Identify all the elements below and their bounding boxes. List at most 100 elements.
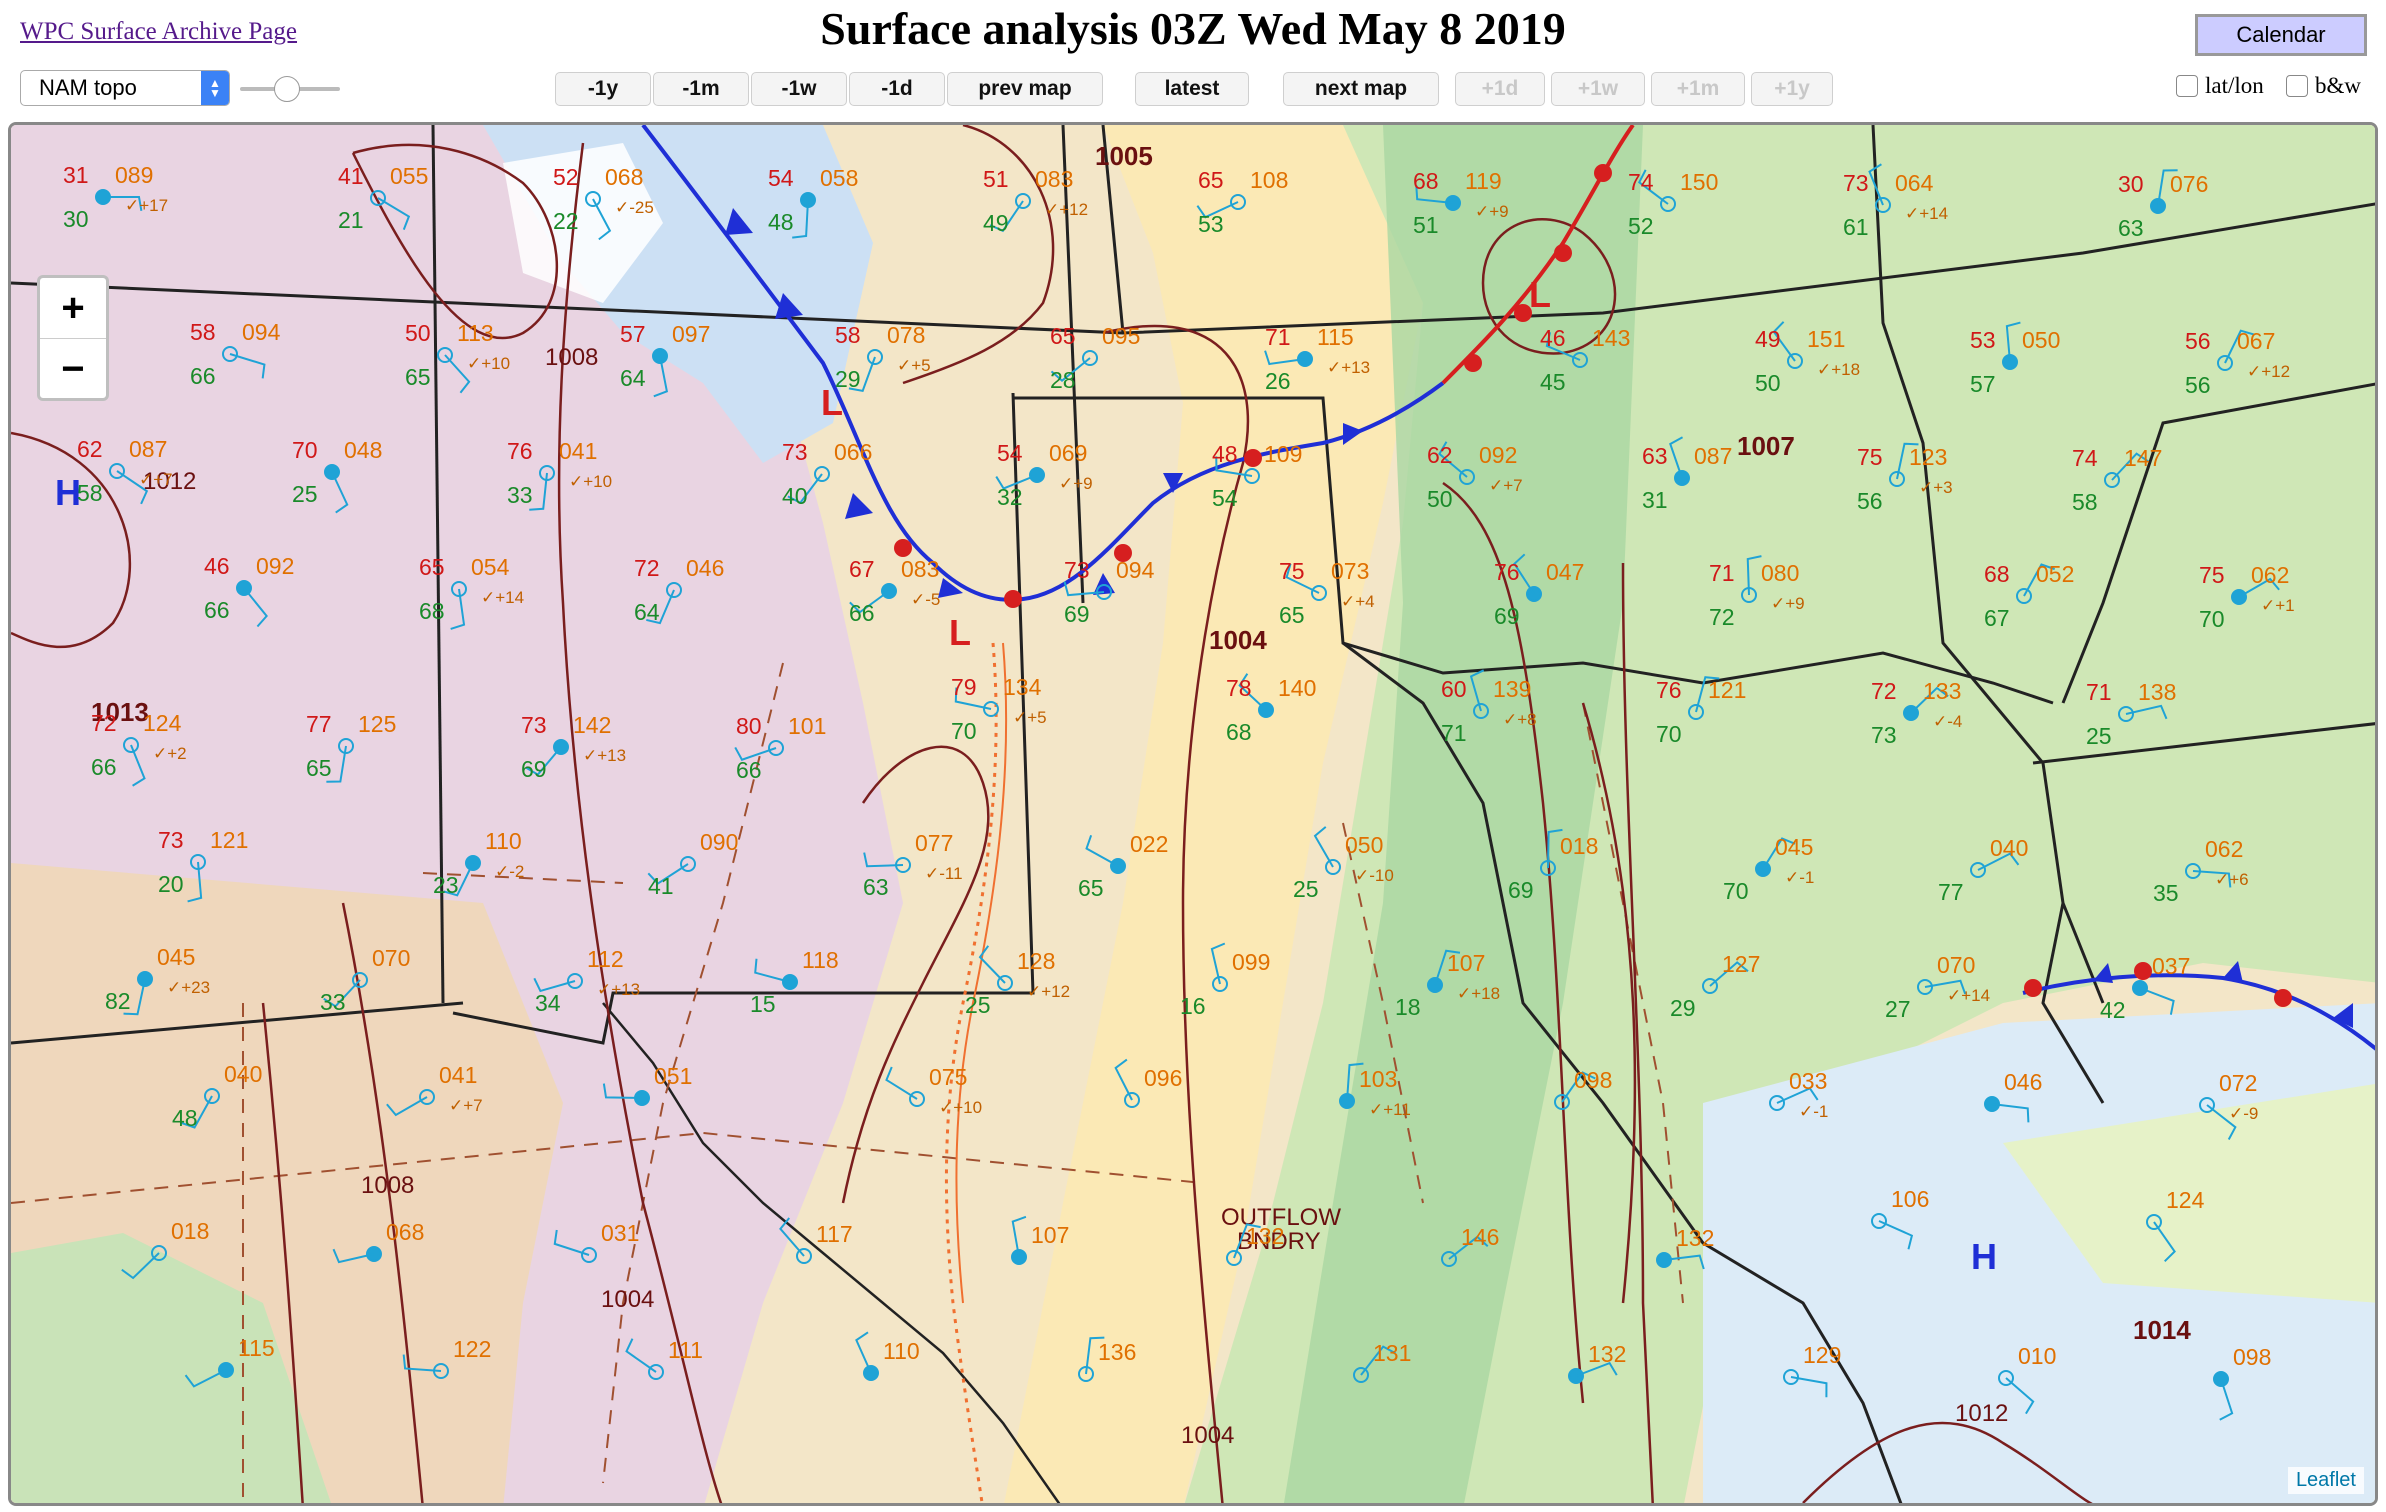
pressure-tendency: ✓+7 xyxy=(449,1096,483,1115)
wind-barb xyxy=(1215,456,1253,477)
station-circle xyxy=(2104,472,2120,488)
station-pressure: 115 xyxy=(238,1335,275,1361)
map-container[interactable]: 1005 1013 1004 1007 1014 1008 1012 1008 … xyxy=(8,122,2378,1506)
station-temperature: 73 xyxy=(782,439,808,465)
layer-select[interactable]: NAM topo ▲ ▼ xyxy=(20,70,230,106)
wind-barb xyxy=(243,587,268,628)
surface-map: 1005 1013 1004 1007 1014 1008 1012 1008 … xyxy=(11,125,2375,1503)
zoom-in-button[interactable]: + xyxy=(61,285,85,330)
slider-thumb[interactable] xyxy=(274,76,300,102)
station-pressure: 121 xyxy=(1708,677,1746,703)
plus-1y-button[interactable]: +1y xyxy=(1751,72,1833,106)
pressure-tendency: ✓+2 xyxy=(153,744,187,763)
station-circle xyxy=(983,701,999,717)
station-circle xyxy=(680,856,696,872)
station-dewpoint: 65 xyxy=(1279,602,1305,628)
station-pressure: 018 xyxy=(171,1218,209,1244)
opacity-slider[interactable] xyxy=(240,76,340,102)
station-circle xyxy=(1572,352,1588,368)
station-circle xyxy=(1459,469,1475,485)
archive-page-link[interactable]: WPC Surface Archive Page xyxy=(20,18,298,45)
plus-1d-button[interactable]: +1d xyxy=(1455,72,1545,106)
station-circle xyxy=(997,975,1013,991)
outflow-label: BNDRY xyxy=(1237,1228,1321,1255)
station-dewpoint: 77 xyxy=(1938,879,1964,905)
station-temperature: 72 xyxy=(91,710,117,736)
next-map-button[interactable]: next map xyxy=(1283,72,1439,106)
station-pressure: 075 xyxy=(929,1064,967,1090)
plus-1m-button[interactable]: +1m xyxy=(1651,72,1745,106)
plus-1w-button[interactable]: +1w xyxy=(1551,72,1645,106)
station-pressure: 115 xyxy=(1317,324,1354,350)
wind-barb xyxy=(1910,686,1949,714)
station-temperature: 67 xyxy=(849,556,875,582)
station-circle xyxy=(1998,1370,2014,1386)
zoom-out-button[interactable]: − xyxy=(61,346,85,391)
station-dewpoint: 51 xyxy=(1413,212,1439,238)
wind-barb xyxy=(450,588,466,630)
station-circle xyxy=(419,1089,435,1105)
station-pressure: 108 xyxy=(1250,167,1288,193)
station-circle xyxy=(1244,468,1260,484)
prev-map-button[interactable]: prev map xyxy=(947,72,1103,106)
latlon-checkbox[interactable] xyxy=(2176,75,2198,97)
station-pressure: 070 xyxy=(372,945,410,971)
station-dewpoint: 23 xyxy=(433,872,459,898)
wind-barb xyxy=(130,744,146,787)
minus-1w-button[interactable]: -1w xyxy=(751,72,847,106)
wind-barb xyxy=(625,1338,657,1373)
station-temperature: 74 xyxy=(2072,445,2098,471)
station-dewpoint: 69 xyxy=(1494,603,1520,629)
wind-barb xyxy=(1746,555,1762,596)
station-pressure: 058 xyxy=(820,165,858,191)
calendar-button[interactable]: Calendar xyxy=(2195,14,2367,56)
wind-barb xyxy=(1561,1071,1596,1103)
station-temperature: 76 xyxy=(1656,677,1682,703)
station-dewpoint: 69 xyxy=(521,756,547,782)
station-pressure: 132 xyxy=(1676,1225,1714,1251)
isobar-label: 1005 xyxy=(1095,141,1153,171)
wind-barb xyxy=(1695,676,1720,713)
green-shade-far-sw xyxy=(11,1233,331,1503)
station-pressure: 092 xyxy=(256,553,294,579)
station-temperature: 62 xyxy=(77,436,103,462)
station-pressure: 131 xyxy=(1373,1340,1411,1366)
wind-barb xyxy=(1360,1345,1396,1376)
station-pressure: 041 xyxy=(559,438,597,464)
minus-1m-button[interactable]: -1m xyxy=(653,72,749,106)
station-dewpoint: 63 xyxy=(863,874,889,900)
station-pressure: 045 xyxy=(157,944,195,970)
wind-barb xyxy=(1063,581,1105,597)
latest-button[interactable]: latest xyxy=(1135,72,1249,106)
wind-barb xyxy=(1977,852,2020,871)
station-pressure: 068 xyxy=(386,1219,424,1245)
station-pressure: 050 xyxy=(2022,327,2060,353)
station-temperature: 65 xyxy=(419,554,445,580)
pressure-tendency: ✓-4 xyxy=(1933,712,1962,731)
wind-barb xyxy=(1313,826,1334,868)
station-circle xyxy=(1702,978,1718,994)
pressure-tendency: ✓+10 xyxy=(569,472,612,491)
station-temperature: 75 xyxy=(2199,562,2225,588)
minus-1d-button[interactable]: -1d xyxy=(849,72,945,106)
station-dewpoint: 18 xyxy=(1395,994,1421,1020)
wind-barb xyxy=(1663,1254,1705,1270)
wind-barb xyxy=(184,1369,227,1388)
wind-barb xyxy=(386,1096,428,1117)
station-pressure: 107 xyxy=(1031,1222,1069,1248)
station-pressure: 132 xyxy=(1246,1223,1284,1249)
station-circle xyxy=(1311,585,1327,601)
pressure-tendency: ✓+3 xyxy=(1919,478,1953,497)
pressure-tendency: ✓+9 xyxy=(1771,594,1805,613)
station-pressure: 106 xyxy=(1891,1186,1929,1212)
wind-barb xyxy=(653,355,669,398)
station-pressure: 103 xyxy=(1359,1066,1397,1092)
wind-barb xyxy=(1238,673,1267,711)
station-temperature: 51 xyxy=(983,166,1009,192)
station-dewpoint: 64 xyxy=(620,365,646,391)
low-pressure-symbol: L xyxy=(1529,274,1551,315)
bw-checkbox[interactable] xyxy=(2286,75,2308,97)
minus-1y-button[interactable]: -1y xyxy=(555,72,651,106)
leaflet-attribution-link[interactable]: Leaflet xyxy=(2287,1467,2364,1494)
station-temperature: 74 xyxy=(1628,169,1654,195)
